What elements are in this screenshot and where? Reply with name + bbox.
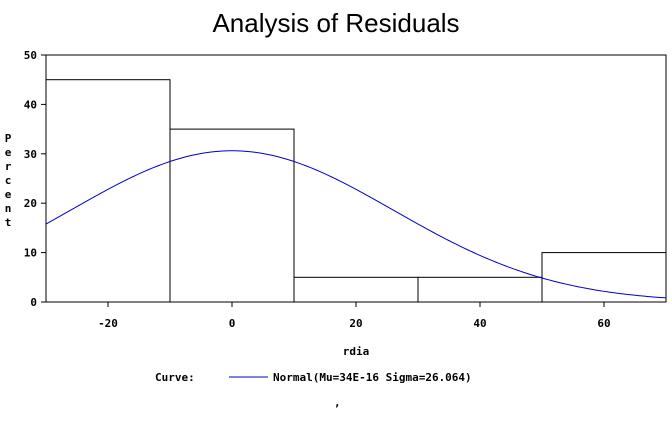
normal-curve-layer xyxy=(45,150,667,299)
x-tick-label: 60 xyxy=(597,317,610,330)
histogram-bar-4 xyxy=(541,252,667,303)
y-axis-label-char: P xyxy=(5,132,12,145)
x-tick-label: 40 xyxy=(473,317,486,330)
y-tick-label: 30 xyxy=(24,148,37,161)
plot-frame xyxy=(45,54,667,303)
chart-title: Analysis of Residuals xyxy=(212,8,459,38)
y-tick-label: 0 xyxy=(30,296,37,309)
y-axis-ticks: 0 10 20 30 40 50 xyxy=(24,49,46,309)
y-axis-label-char: t xyxy=(5,216,12,229)
y-tick-label: 20 xyxy=(24,197,37,210)
normal-curve xyxy=(45,150,667,299)
y-tick-label: 10 xyxy=(24,247,37,260)
histogram-bars xyxy=(45,79,667,303)
y-axis-label-char: e xyxy=(5,146,12,159)
x-tick-label: -20 xyxy=(98,317,118,330)
footnote-mark: , xyxy=(334,396,341,409)
legend-label: Curve: xyxy=(155,371,195,384)
y-axis-label-char: r xyxy=(5,160,12,173)
x-axis-label: rdia xyxy=(343,345,370,358)
y-tick-label: 50 xyxy=(24,49,37,62)
y-tick-label: 40 xyxy=(24,98,37,111)
x-tick-label: 20 xyxy=(349,317,362,330)
y-axis-label-char: n xyxy=(5,202,12,215)
histogram-bar-3 xyxy=(417,276,543,303)
histogram-bar-1 xyxy=(169,128,295,303)
histogram-bar-2 xyxy=(293,276,419,303)
y-axis-label-char: e xyxy=(5,188,12,201)
legend-entry: Normal(Mu=34E-16 Sigma=26.064) xyxy=(273,371,472,384)
x-tick-label: 0 xyxy=(229,317,236,330)
histogram-bar-0 xyxy=(45,79,171,303)
y-axis-label-char: c xyxy=(5,174,12,187)
x-axis-ticks: -20 0 20 40 60 xyxy=(98,302,611,330)
